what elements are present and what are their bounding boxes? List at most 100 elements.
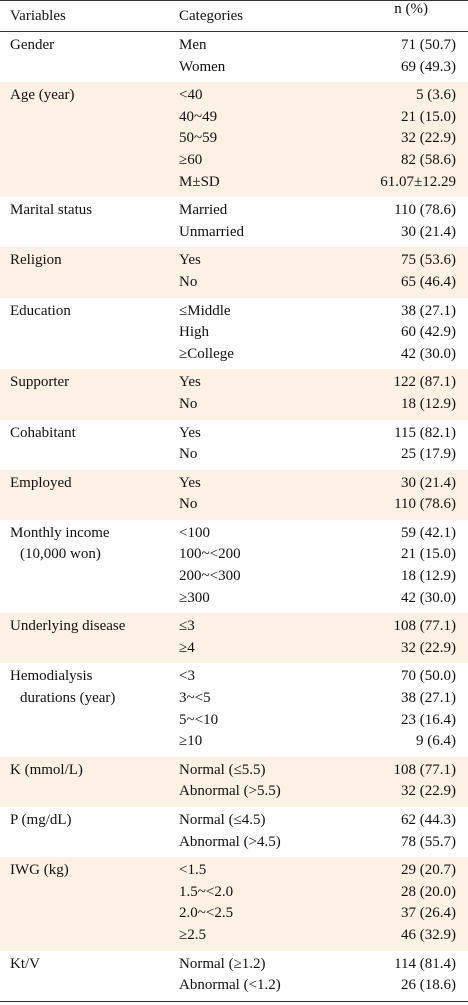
count-cell: 32 (22.9)	[401, 783, 456, 800]
row: No 18 (12.9)	[179, 394, 468, 416]
group: Cohabitant Yes 115 (82.1) No 25 (17.9)	[0, 420, 468, 470]
count-cell: 23 (16.4)	[401, 711, 456, 728]
category-cell: 3~<5	[179, 690, 211, 707]
row: ≤Middle 38 (27.1)	[179, 301, 468, 323]
count-cell: 32 (22.9)	[401, 639, 456, 656]
category-cell: <1.5	[179, 862, 207, 879]
row: <1.5 29 (20.7)	[179, 860, 468, 882]
variable-cell: Supporter	[0, 372, 179, 415]
category-cell: 40~49	[179, 108, 218, 125]
group: Education ≤Middle 38 (27.1) High 60 (42.9) ≥C…	[0, 298, 468, 370]
row: No 65 (46.4)	[179, 272, 468, 294]
category-cell: 100~<200	[179, 546, 241, 563]
group-rows: Yes 75 (53.6) No 65 (46.4)	[179, 250, 468, 293]
variable-cell: Gender	[0, 35, 179, 78]
group-rows: <100 59 (42.1) 100~<200 21 (15.0) 200~<300 18…	[179, 523, 468, 609]
variable-label: Marital status	[10, 202, 93, 219]
category-cell: Normal (≤4.5)	[179, 812, 266, 828]
row: 200~<300 18 (12.9)	[179, 566, 468, 588]
row: ≥College 42 (30.0)	[179, 344, 468, 366]
category-cell: No	[179, 395, 198, 412]
row: 2.0~<2.5 37 (26.4)	[179, 903, 468, 925]
count-cell: 21 (15.0)	[401, 546, 456, 563]
row: No 25 (17.9)	[179, 444, 468, 466]
count-cell: 32 (22.9)	[401, 130, 456, 147]
group: Monthly income (10,000 won) <100 59 (42.1) 1…	[0, 520, 468, 613]
group-rows: Normal (≥1.2) 114 (81.4) Abnormal (<1.2) 26…	[179, 954, 468, 997]
count-cell: 5 (3.6)	[416, 87, 456, 104]
row: <100 59 (42.1)	[179, 523, 468, 545]
count-cell: 18 (12.9)	[401, 568, 456, 585]
count-cell: 78 (55.7)	[401, 833, 456, 850]
category-cell: ≥10	[179, 733, 203, 750]
group: Hemodialysis durations (year) <3 70 (50.0) 3…	[0, 663, 468, 756]
category-cell: Unmarried	[179, 223, 244, 240]
row: Normal (≤4.5) 62 (44.3)	[179, 810, 468, 832]
row: ≥2.5 46 (32.9)	[179, 925, 468, 947]
category-cell: 5~<10	[179, 711, 219, 728]
row: Women 69 (49.3)	[179, 57, 468, 79]
group-rows: Men 71 (50.7) Women 69 (49.3)	[179, 35, 468, 78]
variable-cell: Education	[0, 301, 179, 366]
variable-cell: Monthly income (10,000 won)	[0, 523, 179, 609]
row: Yes 115 (82.1)	[179, 423, 468, 445]
row: ≥60 82 (58.6)	[179, 150, 468, 172]
variable-label: Cohabitant	[10, 424, 76, 441]
category-cell: Men	[179, 37, 207, 53]
row: 1.5~<2.0 28 (20.0)	[179, 882, 468, 904]
group: P (mg/dL) Normal (≤4.5) 62 (44.3) Abnormal …	[0, 807, 468, 857]
variable-label: Supporter	[10, 374, 70, 391]
group-rows: <3 70 (50.0) 3~<5 38 (27.1) 5~<10 23 (16.4) ≥1…	[179, 666, 468, 752]
group-rows: Yes 122 (87.1) No 18 (12.9)	[179, 372, 468, 415]
count-cell: 71 (50.7)	[401, 37, 456, 53]
count-cell: 110 (78.6)	[394, 496, 456, 513]
count-cell: 69 (49.3)	[401, 58, 456, 75]
group: Underlying disease ≤3 108 (77.1) ≥4 32 (22.9…	[0, 613, 468, 664]
variable-cell: P (mg/dL)	[0, 810, 179, 853]
variable-label: Employed	[10, 474, 72, 491]
category-cell: ≥60	[179, 151, 203, 168]
group: Employed Yes 30 (21.4) No 110 (78.6)	[0, 469, 468, 520]
category-cell: ≥300	[179, 589, 210, 606]
count-cell: 65 (46.4)	[401, 273, 456, 290]
category-cell: <40	[179, 87, 203, 104]
category-cell: 200~<300	[179, 568, 241, 585]
group-rows: ≤3 108 (77.1) ≥4 32 (22.9)	[179, 616, 468, 659]
count-cell: 38 (27.1)	[401, 690, 456, 707]
variable-label: Religion	[10, 252, 62, 269]
variable-label: durations (year)	[20, 690, 116, 707]
group-rows: ≤Middle 38 (27.1) High 60 (42.9) ≥College 42 …	[179, 301, 468, 366]
row: 40~49 21 (15.0)	[179, 107, 468, 129]
count-cell: 26 (18.6)	[401, 977, 456, 994]
row: ≥4 32 (22.9)	[179, 638, 468, 660]
count-cell: 108 (77.1)	[393, 761, 457, 778]
header-cell: Categories	[179, 8, 244, 24]
variable-label: Kt/V	[10, 955, 40, 972]
category-cell: No	[179, 273, 198, 290]
group-rows: <1.5 29 (20.7) 1.5~<2.0 28 (20.0) 2.0~<2.5 37…	[179, 860, 468, 946]
category-cell: 50~59	[179, 130, 218, 147]
group-rows: Yes 30 (21.4) No 110 (78.6)	[179, 473, 468, 516]
category-cell: ≤Middle	[179, 302, 231, 319]
count-cell: 42 (30.0)	[401, 345, 456, 362]
variable-label: Hemodialysis	[10, 668, 93, 685]
group: IWG (kg) <1.5 29 (20.7) 1.5~<2.0 28 (20.0) 2.…	[0, 857, 468, 951]
variable-cell: Cohabitant	[0, 423, 179, 466]
category-cell: Abnormal (>4.5)	[179, 833, 281, 850]
variable-cell: Marital status	[0, 200, 179, 243]
category-cell: No	[179, 496, 198, 513]
group: Age (year) <40 5 (3.6) 40~49 21 (15.0) 50~59 3…	[0, 82, 468, 198]
header-cell: Variables	[10, 8, 66, 24]
row: Abnormal (>4.5) 78 (55.7)	[179, 832, 468, 854]
group: Supporter Yes 122 (87.1) No 18 (12.9)	[0, 369, 468, 420]
variable-cell: Religion	[0, 250, 179, 293]
row: Married 110 (78.6)	[179, 200, 468, 222]
group: K (mmol/L) Normal (≤5.5) 108 (77.1) Abnorma…	[0, 756, 468, 807]
category-cell: <3	[179, 668, 195, 685]
category-cell: 2.0~<2.5	[179, 905, 234, 922]
category-cell: High	[179, 324, 209, 341]
category-cell: M±SD	[179, 173, 220, 190]
variable-label: Underlying disease	[10, 618, 126, 635]
group: Religion Yes 75 (53.6) No 65 (46.4)	[0, 247, 468, 298]
